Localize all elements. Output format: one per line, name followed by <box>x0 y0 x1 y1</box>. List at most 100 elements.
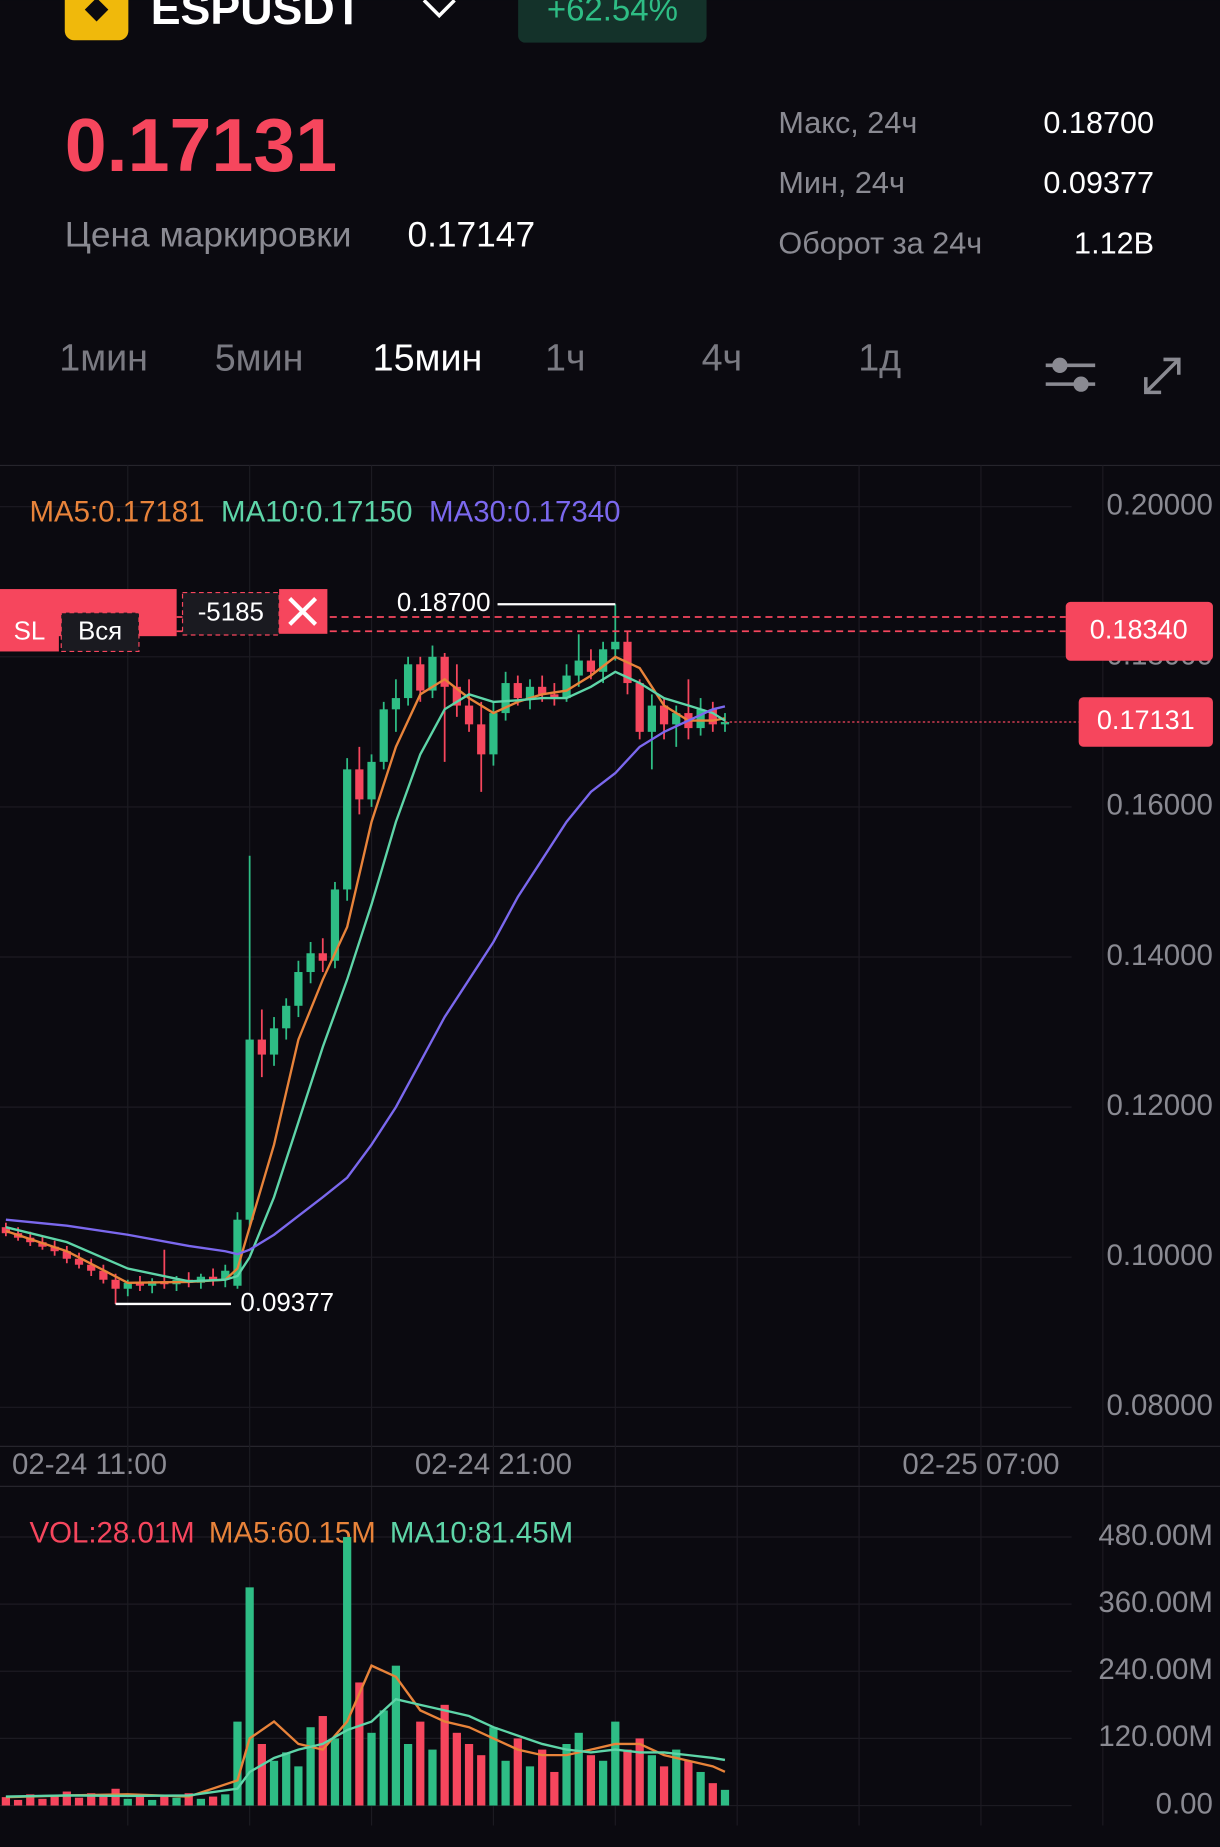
candle-body <box>269 1028 279 1055</box>
vol-ma-line <box>5 1697 726 1798</box>
candle-body <box>513 683 522 699</box>
volume-bar <box>208 1796 218 1806</box>
candle-body <box>367 761 376 800</box>
candle-body <box>294 972 303 1006</box>
ma-line <box>5 670 726 1283</box>
candle-body <box>379 709 388 762</box>
candle-body <box>282 1005 291 1029</box>
interval-tab[interactable]: 1д <box>858 337 901 379</box>
y-tick-label: 0.10000 <box>1107 1239 1213 1272</box>
volume-bar <box>245 1587 254 1806</box>
volume-bar <box>1 1797 11 1806</box>
volume-bar <box>330 1738 340 1806</box>
change: +62.54% <box>547 0 678 28</box>
volume-bar <box>99 1796 108 1806</box>
volume-bar <box>696 1771 705 1806</box>
candle-body <box>87 1264 96 1271</box>
candle-body <box>62 1251 71 1259</box>
pnl-tag <box>181 592 280 636</box>
order-price-label: 0.18340 <box>1090 613 1188 644</box>
candle-body <box>720 722 730 725</box>
volume-bar <box>611 1721 620 1806</box>
y-tick-label: 0.16000 <box>1107 789 1213 822</box>
interval-tab[interactable]: 15мин <box>373 337 483 379</box>
stat-label: Макс, 24ч <box>778 106 917 140</box>
ma-line <box>5 655 726 1284</box>
candle-body <box>38 1242 47 1247</box>
interval-tab[interactable]: 5мин <box>215 337 304 379</box>
close-icon[interactable] <box>288 597 318 626</box>
candle-body <box>416 664 425 691</box>
last-price-tag <box>1078 697 1213 747</box>
volume-bar <box>282 1752 291 1806</box>
ma-legend: MA10:0.17150 <box>221 495 412 528</box>
candle-body <box>489 713 498 755</box>
ma-line <box>5 705 726 1256</box>
logo-glyph <box>84 0 109 22</box>
volume-bar <box>160 1795 169 1806</box>
volume-bar <box>635 1738 644 1806</box>
volume-bar <box>13 1799 23 1806</box>
qty-tag <box>60 612 140 653</box>
volume-bar <box>489 1727 498 1806</box>
interval-tab[interactable]: 1ч <box>545 337 586 379</box>
y-tick-label: 0.12000 <box>1107 1089 1213 1122</box>
interval-tab[interactable]: 1мин <box>59 337 148 379</box>
settings-icon[interactable] <box>1045 357 1096 392</box>
candle-body <box>74 1258 84 1265</box>
volume-bar <box>440 1704 449 1806</box>
volume-bar <box>586 1755 596 1806</box>
volume-bar <box>403 1743 413 1806</box>
candle-body <box>477 724 486 755</box>
qty-label: Вся <box>78 617 122 645</box>
volume-bar <box>87 1793 96 1806</box>
volume-bar <box>343 1537 352 1806</box>
candle-body <box>208 1276 218 1280</box>
sl-tag <box>0 612 59 652</box>
volume-bar <box>294 1766 303 1806</box>
volume-bar <box>50 1795 59 1806</box>
candle-body <box>403 664 413 699</box>
candle-body <box>464 705 474 725</box>
volume-bar <box>525 1766 535 1806</box>
candle-body <box>318 953 327 961</box>
volume-bar <box>184 1793 193 1806</box>
expand-icon[interactable] <box>1144 357 1181 395</box>
symbol[interactable]: ESPUSDT <box>151 0 362 34</box>
volume-bar <box>233 1721 242 1806</box>
volume-bar <box>598 1760 608 1806</box>
candle-body <box>99 1270 108 1280</box>
ma-legend: MA5:0.17181 <box>29 495 204 528</box>
volume-bar <box>477 1755 486 1806</box>
mark-price: 0.17147 <box>407 215 535 254</box>
candle-body <box>696 709 705 729</box>
volume-bar <box>452 1732 461 1806</box>
candle-body <box>452 686 461 706</box>
x-tick-label: 02-24 11:00 <box>12 1448 167 1481</box>
volume-bar <box>196 1798 206 1806</box>
volume-bar <box>574 1732 583 1806</box>
candle-body <box>135 1282 145 1286</box>
volume-bar <box>172 1797 181 1806</box>
candle-body <box>245 1039 254 1220</box>
volume-bar <box>269 1760 279 1806</box>
volume-bar <box>26 1794 35 1806</box>
symbol-dropdown[interactable] <box>422 0 456 19</box>
volume-bar <box>684 1760 693 1806</box>
volume-bar <box>62 1791 71 1806</box>
stat-value: 0.18700 <box>1043 106 1154 140</box>
last-price: 0.17131 <box>65 103 337 187</box>
x-tick-label: 02-24 21:00 <box>415 1448 572 1481</box>
interval-tab[interactable]: 4ч <box>702 337 743 379</box>
vol-tick-label: 120.00M <box>1098 1720 1213 1753</box>
vol-tick-label: 0.00 <box>1156 1787 1213 1820</box>
candle-body <box>50 1246 59 1252</box>
stat-value: 1.12B <box>1074 226 1154 260</box>
vol-ma-line <box>5 1664 726 1799</box>
volume-bar <box>379 1710 388 1806</box>
candle-body <box>550 694 559 699</box>
candle-body <box>428 656 437 691</box>
